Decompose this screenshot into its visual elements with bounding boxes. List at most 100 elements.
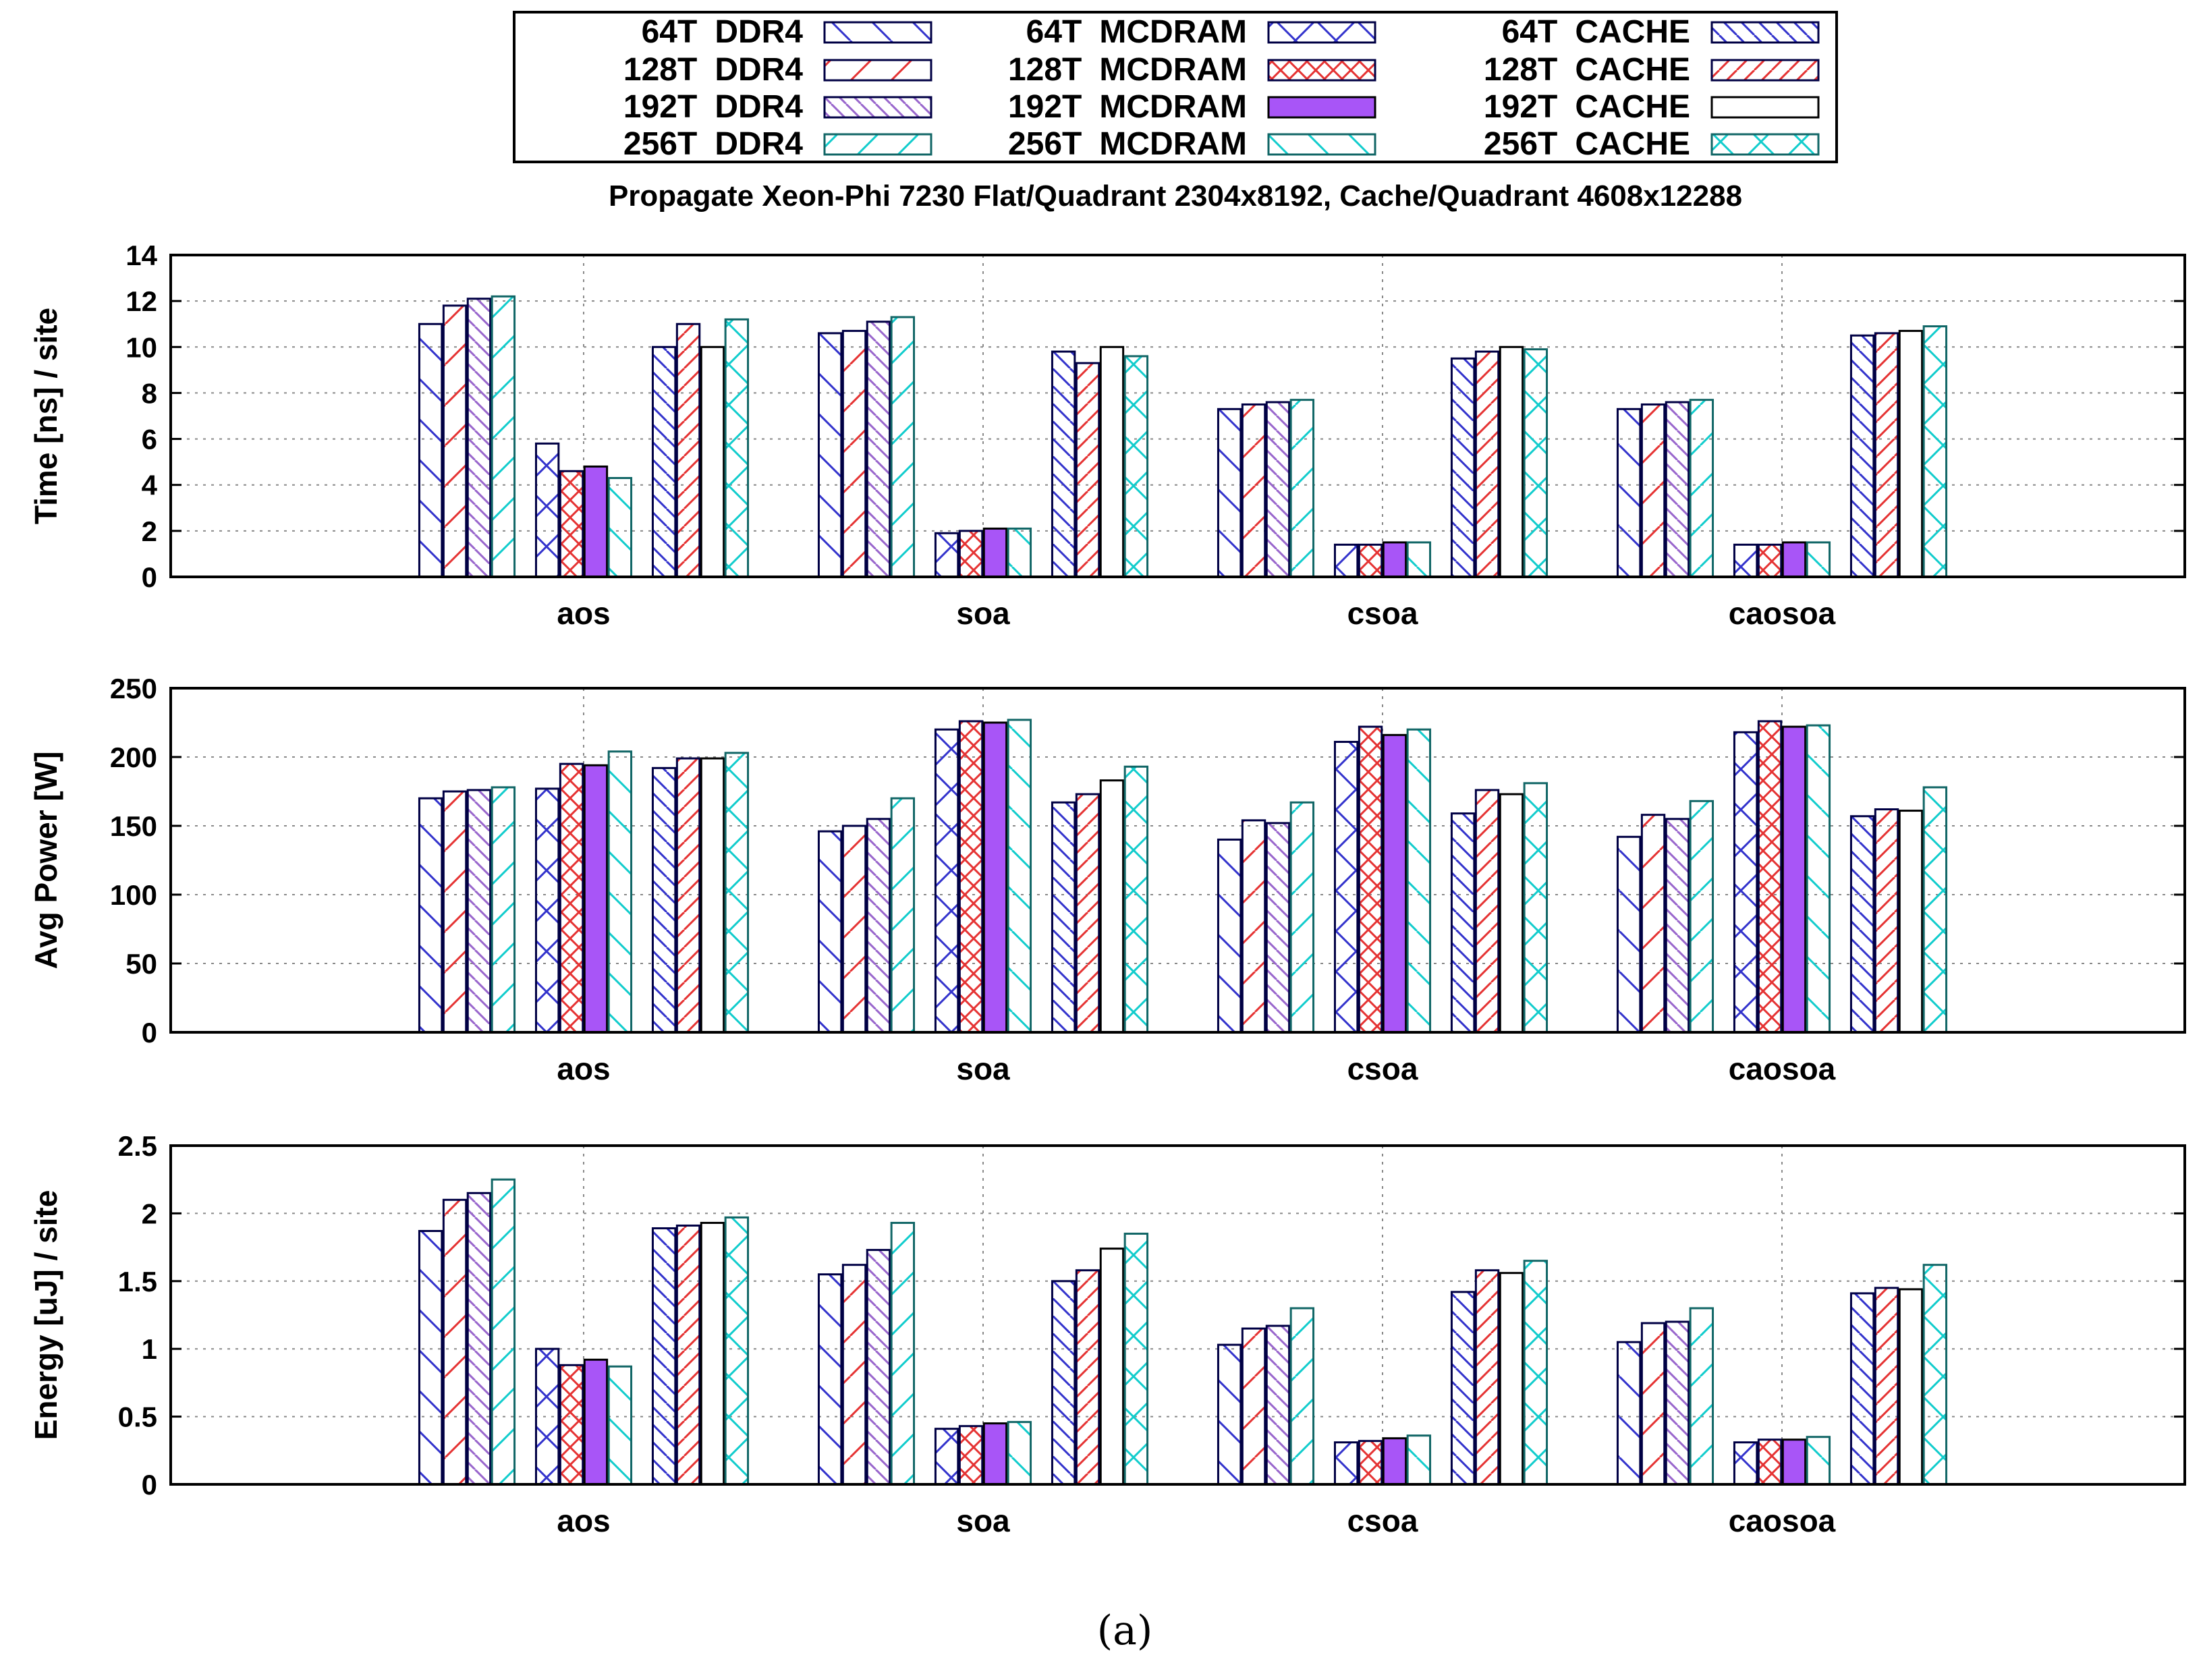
legend-entry: 128T DDR4 bbox=[623, 52, 932, 88]
bar bbox=[1640, 814, 1666, 1034]
bar bbox=[1689, 800, 1714, 1034]
bar bbox=[1689, 1307, 1714, 1486]
legend-mode: MCDRAM bbox=[1099, 52, 1247, 88]
legend-threads: 64T bbox=[1502, 14, 1558, 50]
legend-threads: 256T bbox=[1484, 126, 1557, 162]
legend-swatch bbox=[1710, 21, 1820, 44]
bar bbox=[1898, 810, 1924, 1034]
bar bbox=[1123, 355, 1149, 578]
y-tick-label: 6 bbox=[142, 424, 157, 455]
y-tick-label: 100 bbox=[110, 879, 157, 911]
bar bbox=[841, 824, 867, 1034]
bar bbox=[1450, 1291, 1476, 1486]
legend-swatch bbox=[1267, 21, 1376, 44]
bar bbox=[1289, 1307, 1315, 1486]
bar bbox=[1450, 812, 1476, 1034]
x-category-label: caosoa bbox=[1729, 596, 1836, 631]
bar bbox=[1922, 325, 1948, 578]
bar bbox=[1333, 741, 1359, 1034]
bar bbox=[1051, 1280, 1076, 1486]
bar bbox=[934, 728, 959, 1034]
bar bbox=[1523, 348, 1549, 578]
bar bbox=[1075, 362, 1100, 578]
bar bbox=[1217, 408, 1242, 578]
legend-mode: DDR4 bbox=[715, 126, 803, 162]
x-category-label: aos bbox=[557, 1503, 610, 1538]
bar bbox=[982, 721, 1008, 1034]
y-tick-label: 12 bbox=[126, 285, 157, 317]
bar bbox=[1499, 345, 1524, 578]
legend-threads: 64T bbox=[642, 14, 698, 50]
bar bbox=[1123, 765, 1149, 1034]
y-tick-label: 0.5 bbox=[118, 1401, 157, 1433]
legend-swatch bbox=[1267, 96, 1376, 119]
bar bbox=[1781, 541, 1807, 578]
bar bbox=[1757, 543, 1783, 578]
legend-mode: DDR4 bbox=[715, 52, 803, 88]
y-tick-label: 14 bbox=[126, 240, 157, 271]
legend-swatch bbox=[1267, 59, 1376, 82]
bar bbox=[1075, 793, 1100, 1034]
y-tick-label: 200 bbox=[110, 741, 157, 773]
bar bbox=[1382, 1437, 1407, 1486]
bar bbox=[1007, 527, 1032, 578]
legend-swatch bbox=[823, 21, 932, 44]
bar bbox=[817, 332, 843, 578]
x-category-label: csoa bbox=[1347, 1051, 1418, 1086]
bar bbox=[724, 1216, 750, 1486]
bar bbox=[866, 1249, 891, 1486]
legend-label: 256T CACHE bbox=[1484, 126, 1690, 162]
bar bbox=[442, 304, 468, 578]
bar bbox=[958, 720, 984, 1034]
bar bbox=[559, 1364, 584, 1486]
bar bbox=[890, 1221, 916, 1486]
bar bbox=[1733, 731, 1758, 1034]
bar bbox=[1898, 329, 1924, 578]
bar bbox=[1733, 543, 1758, 578]
x-category-label: csoa bbox=[1347, 1503, 1418, 1538]
bar bbox=[1099, 345, 1125, 578]
legend-mode: CACHE bbox=[1575, 52, 1690, 88]
legend-label: 128T MCDRAM bbox=[1008, 52, 1247, 88]
chart-title: Propagate Xeon-Phi 7230 Flat/Quadrant 23… bbox=[609, 179, 1742, 213]
legend-label: 256T DDR4 bbox=[623, 126, 803, 162]
bar bbox=[1099, 779, 1125, 1034]
bar bbox=[958, 530, 984, 578]
bar bbox=[534, 442, 560, 578]
bar bbox=[1898, 1288, 1924, 1486]
bar bbox=[700, 345, 725, 578]
bar bbox=[1265, 822, 1291, 1034]
y-axis-label: Energy [uJ] / site bbox=[28, 1190, 63, 1440]
y-axis-label: Time [ns] / site bbox=[28, 308, 63, 524]
x-category-label: soa bbox=[956, 1051, 1010, 1086]
legend-entry: 128T CACHE bbox=[1484, 52, 1820, 88]
legend-threads: 192T bbox=[623, 89, 697, 125]
x-category-label: aos bbox=[557, 596, 610, 631]
y-tick-label: 2.5 bbox=[118, 1130, 157, 1162]
bar bbox=[1333, 1441, 1359, 1486]
legend-entry: 256T DDR4 bbox=[623, 126, 932, 162]
legend-threads: 128T bbox=[623, 52, 697, 88]
legend-entry: 192T MCDRAM bbox=[1008, 89, 1376, 125]
bar bbox=[1265, 1324, 1291, 1486]
bar bbox=[418, 1230, 443, 1486]
bar bbox=[1849, 334, 1875, 578]
legend-swatch bbox=[823, 96, 932, 119]
y-tick-label: 2 bbox=[142, 1198, 157, 1229]
bar bbox=[607, 750, 633, 1034]
legend-swatch bbox=[823, 59, 932, 82]
legend-label: 64T DDR4 bbox=[642, 14, 804, 50]
bar bbox=[651, 345, 677, 578]
bar bbox=[1757, 1438, 1783, 1486]
y-tick-label: 0 bbox=[142, 1469, 157, 1501]
plot-frame bbox=[169, 687, 2186, 1034]
bar bbox=[583, 465, 609, 578]
bar bbox=[1640, 403, 1666, 578]
bar bbox=[934, 532, 959, 578]
legend-mode: CACHE bbox=[1575, 14, 1690, 50]
bar bbox=[559, 470, 584, 578]
panel: 0 2 4 6 8 10 12 14 aos soa csoa caosoa Time [ns] / s… bbox=[28, 240, 2186, 631]
bar bbox=[491, 295, 516, 578]
bar bbox=[700, 1221, 725, 1486]
bar bbox=[982, 1422, 1008, 1486]
